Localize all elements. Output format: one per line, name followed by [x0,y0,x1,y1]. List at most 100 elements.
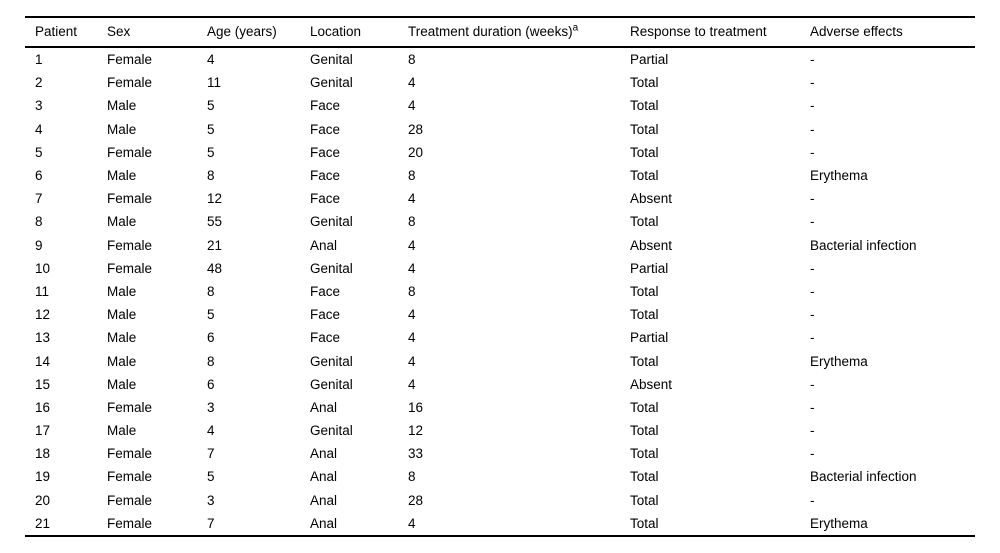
column-header-label: Treatment duration (weeks) [408,24,573,39]
cell-treatment-duration-weeks-row-1: 8 [408,52,416,68]
cell-response-to-treatment-row-16: Total [630,399,659,415]
table-row-patient-11: 11 Male 8 Face 8 Total - [25,280,975,303]
cell-adverse-effects-row-10: - [810,260,815,276]
cell-response-to-treatment-row-6: Total [630,168,659,184]
cell-response-to-treatment-row-9: Absent [630,237,673,253]
cell-patient-row-3: 3 [35,98,43,114]
cell-age-years-row-7: 12 [207,191,223,207]
patient-characteristics-table: Patient Sex Age (years) Location Treatment d… [25,16,975,537]
cell-response-to-treatment-row-13: Partial [630,330,669,346]
cell-response-to-treatment-row-2: Total [630,75,659,91]
table-row-patient-9: 9 Female 21 Anal 4 Absent Bacterial infection [25,234,975,257]
cell-response-to-treatment-row-7: Absent [630,191,673,207]
cell-sex-row-1: Female [107,52,153,68]
column-header-label: Adverse effects [810,24,903,39]
cell-response-to-treatment-row-5: Total [630,144,659,160]
cell-adverse-effects-row-3: - [810,98,815,114]
cell-age-years-row-19: 5 [207,469,215,485]
cell-patient-row-1: 1 [35,52,43,68]
cell-age-years-row-11: 8 [207,283,215,299]
column-header-label: Patient [35,24,78,39]
cell-patient-row-15: 15 [35,376,51,392]
table-row-patient-5: 5 Female 5 Face 20 Total - [25,141,975,164]
cell-age-years-row-21: 7 [207,515,215,531]
cell-adverse-effects-row-1: - [810,52,815,68]
cell-age-years-row-6: 8 [207,168,215,184]
cell-location-row-14: Genital [310,353,353,369]
table-header: Patient Sex Age (years) Location Treatment d… [25,17,975,48]
cell-treatment-duration-weeks-row-15: 4 [408,376,416,392]
cell-response-to-treatment-row-14: Total [630,353,659,369]
cell-location-row-7: Face [310,191,341,207]
column-header-label: Response to treatment [630,24,767,39]
cell-patient-row-16: 16 [35,399,51,415]
cell-age-years-row-1: 4 [207,52,215,68]
cell-location-row-15: Genital [310,376,353,392]
cell-location-row-21: Anal [310,515,338,531]
cell-response-to-treatment-row-1: Partial [630,52,669,68]
table-row-patient-4: 4 Male 5 Face 28 Total - [25,118,975,141]
cell-sex-row-7: Female [107,191,153,207]
cell-location-row-13: Face [310,330,341,346]
column-header-age-years: Age (years) [197,17,300,48]
cell-sex-row-21: Female [107,515,153,531]
table-row-patient-18: 18 Female 7 Anal 33 Total - [25,442,975,465]
cell-location-row-20: Anal [310,492,338,508]
cell-location-row-12: Face [310,307,341,323]
cell-treatment-duration-weeks-row-12: 4 [408,307,416,323]
cell-sex-row-18: Female [107,446,153,462]
cell-treatment-duration-weeks-row-21: 4 [408,515,416,531]
table-row-patient-7: 7 Female 12 Face 4 Absent - [25,187,975,210]
table-row-patient-8: 8 Male 55 Genital 8 Total - [25,210,975,233]
cell-patient-row-8: 8 [35,214,43,230]
cell-patient-row-14: 14 [35,353,51,369]
cell-location-row-5: Face [310,144,341,160]
table-row-patient-16: 16 Female 3 Anal 16 Total - [25,396,975,419]
cell-adverse-effects-row-17: - [810,423,815,439]
cell-treatment-duration-weeks-row-10: 4 [408,260,416,276]
column-header-response-to-treatment: Response to treatment [620,17,800,48]
cell-location-row-8: Genital [310,214,353,230]
cell-adverse-effects-row-19: Bacterial infection [810,469,917,485]
cell-response-to-treatment-row-4: Total [630,121,659,137]
cell-age-years-row-13: 6 [207,330,215,346]
cell-age-years-row-16: 3 [207,399,215,415]
cell-treatment-duration-weeks-row-20: 28 [408,492,424,508]
cell-response-to-treatment-row-17: Total [630,423,659,439]
table-row-patient-15: 15 Male 6 Genital 4 Absent - [25,373,975,396]
cell-adverse-effects-row-16: - [810,399,815,415]
cell-sex-row-2: Female [107,75,153,91]
cell-sex-row-8: Male [107,214,137,230]
cell-sex-row-11: Male [107,283,137,299]
cell-response-to-treatment-row-19: Total [630,469,659,485]
cell-sex-row-16: Female [107,399,153,415]
cell-response-to-treatment-row-18: Total [630,446,659,462]
table-row-patient-2: 2 Female 11 Genital 4 Total - [25,71,975,94]
cell-response-to-treatment-row-15: Absent [630,376,673,392]
cell-sex-row-10: Female [107,260,153,276]
cell-treatment-duration-weeks-row-3: 4 [408,98,416,114]
cell-adverse-effects-row-15: - [810,376,815,392]
column-header-label: Location [310,24,362,39]
cell-location-row-3: Face [310,98,341,114]
cell-response-to-treatment-row-12: Total [630,307,659,323]
cell-sex-row-5: Female [107,144,153,160]
cell-sex-row-3: Male [107,98,137,114]
cell-treatment-duration-weeks-row-8: 8 [408,214,416,230]
cell-treatment-duration-weeks-row-4: 28 [408,121,424,137]
cell-patient-row-7: 7 [35,191,43,207]
cell-response-to-treatment-row-3: Total [630,98,659,114]
cell-adverse-effects-row-8: - [810,214,815,230]
cell-treatment-duration-weeks-row-18: 33 [408,446,424,462]
cell-treatment-duration-weeks-row-14: 4 [408,353,416,369]
column-header-treatment-duration-weeks: Treatment duration (weeks)a [398,17,620,48]
column-header-location: Location [300,17,398,48]
cell-patient-row-2: 2 [35,75,43,91]
cell-patient-row-21: 21 [35,515,51,531]
table-row-patient-19: 19 Female 5 Anal 8 Total Bacterial infection [25,465,975,488]
cell-patient-row-11: 11 [35,283,50,299]
cell-age-years-row-5: 5 [207,144,215,160]
column-header-patient: Patient [25,17,97,48]
cell-patient-row-20: 20 [35,492,51,508]
cell-response-to-treatment-row-21: Total [630,515,659,531]
